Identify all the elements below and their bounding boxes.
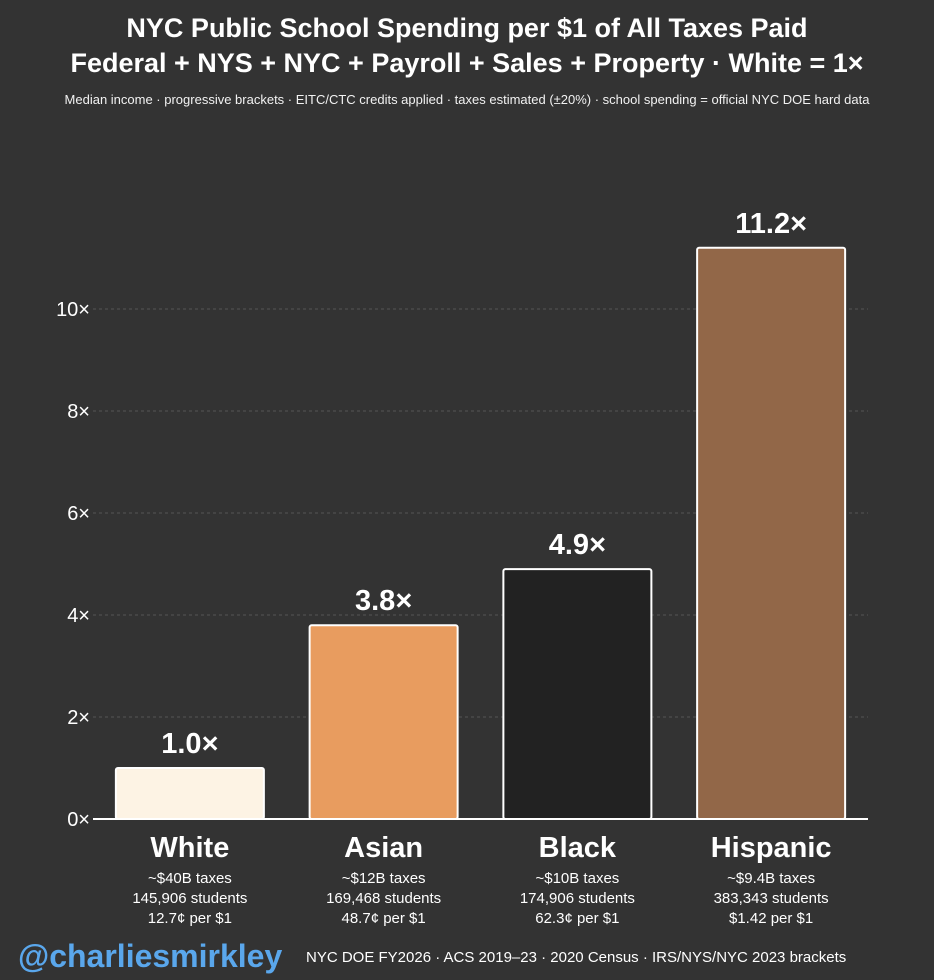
- chart-title: NYC Public School Spending per $1 of All…: [126, 13, 808, 43]
- bar-black: [502, 568, 653, 820]
- y-tick-label: 6×: [67, 503, 90, 525]
- bar-chart: 0× 2× 4× 6× 8× 10× 1.0× White ~$40B taxes 145,906…: [56, 208, 868, 927]
- y-tick-label: 0×: [67, 809, 90, 831]
- y-tick-label: 2×: [67, 707, 90, 729]
- value-label: 11.2×: [735, 208, 807, 240]
- bar-white: [114, 767, 265, 820]
- footer: @charliesmirkley NYC DOE FY2026 · ACS 20…: [0, 938, 934, 980]
- category-detail: 48.7¢ per $1: [342, 910, 426, 927]
- chart-note: Median income · progressive brackets · E…: [64, 92, 870, 107]
- category-detail: 12.7¢ per $1: [148, 910, 232, 927]
- category-label: Black: [539, 832, 617, 864]
- category-detail: ~$40B taxes: [148, 870, 232, 887]
- value-label: 4.9×: [549, 529, 606, 561]
- category-label: Hispanic: [711, 832, 832, 864]
- bar-hispanic: [696, 246, 847, 821]
- category-detail: $1.42 per $1: [729, 910, 813, 927]
- category-detail: 62.3¢ per $1: [535, 910, 619, 927]
- category-detail: 145,906 students: [132, 890, 247, 907]
- category-detail: 174,906 students: [520, 890, 635, 907]
- bar-asian: [308, 624, 459, 821]
- data-sources: NYC DOE FY2026 · ACS 2019–23 · 2020 Cens…: [306, 949, 847, 966]
- category-detail: 169,468 students: [326, 890, 441, 907]
- category-label: Asian: [344, 832, 423, 864]
- value-label: 1.0×: [161, 728, 218, 760]
- value-label: 3.8×: [355, 585, 412, 617]
- y-tick-label: 10×: [56, 299, 90, 321]
- category-detail: ~$10B taxes: [535, 870, 619, 887]
- y-tick-label: 4×: [67, 605, 90, 627]
- chart-subtitle: Federal + NYS + NYC + Payroll + Sales + …: [70, 48, 864, 78]
- category-detail: ~$12B taxes: [342, 870, 426, 887]
- y-tick-label: 8×: [67, 401, 90, 423]
- category-detail: ~$9.4B taxes: [727, 870, 815, 887]
- category-label: White: [150, 832, 229, 864]
- category-detail: 383,343 students: [714, 890, 829, 907]
- author-handle[interactable]: @charliesmirkley: [18, 938, 283, 974]
